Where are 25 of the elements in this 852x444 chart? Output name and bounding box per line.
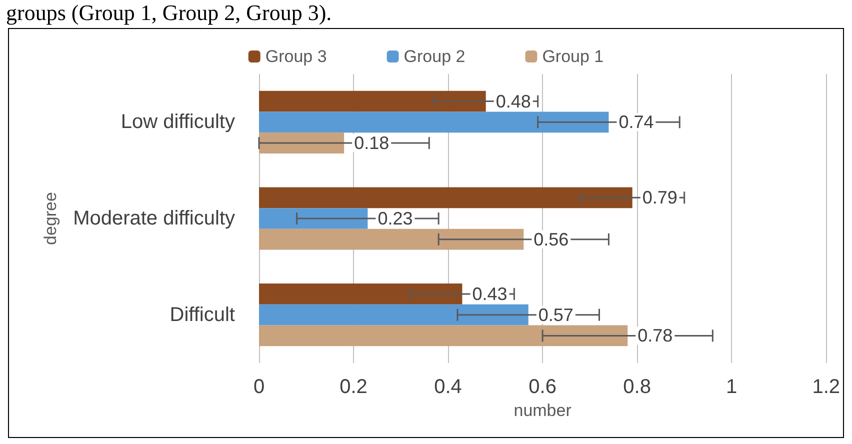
x-tick-label: 0.6 (528, 376, 556, 398)
y-tick-label: Moderate difficulty (73, 208, 235, 230)
data-label: 0.57 (538, 304, 574, 325)
data-label: 0.74 (618, 112, 654, 132)
data-label: 0.48 (496, 91, 531, 112)
x-tick-label: 0.4 (434, 376, 462, 398)
x-tick-label: 1 (726, 376, 738, 398)
data-label: 0.43 (472, 284, 508, 304)
text: groups (Group 1, Group 2, Group 3). (6, 0, 332, 26)
y-tick-label: Difficult (170, 304, 236, 326)
y-axis-title: degree (41, 192, 60, 245)
legend-label: Group 3 (265, 47, 327, 66)
x-tick-label: 0.8 (623, 376, 651, 398)
data-label: 0.18 (354, 133, 390, 154)
x-tick-label: 1.2 (812, 376, 840, 398)
data-label: 0.78 (638, 326, 673, 346)
legend-label: Group 2 (404, 47, 466, 66)
x-tick-label: 0 (253, 376, 265, 398)
data-label: 0.56 (534, 229, 569, 250)
legend-label: Group 1 (542, 47, 604, 66)
x-axis-title: number (514, 400, 572, 420)
data-label: 0.79 (642, 188, 678, 208)
y-tick-label: Low difficulty (120, 111, 235, 134)
data-label: 0.23 (378, 208, 413, 228)
x-tick-label: 0.2 (340, 376, 368, 398)
